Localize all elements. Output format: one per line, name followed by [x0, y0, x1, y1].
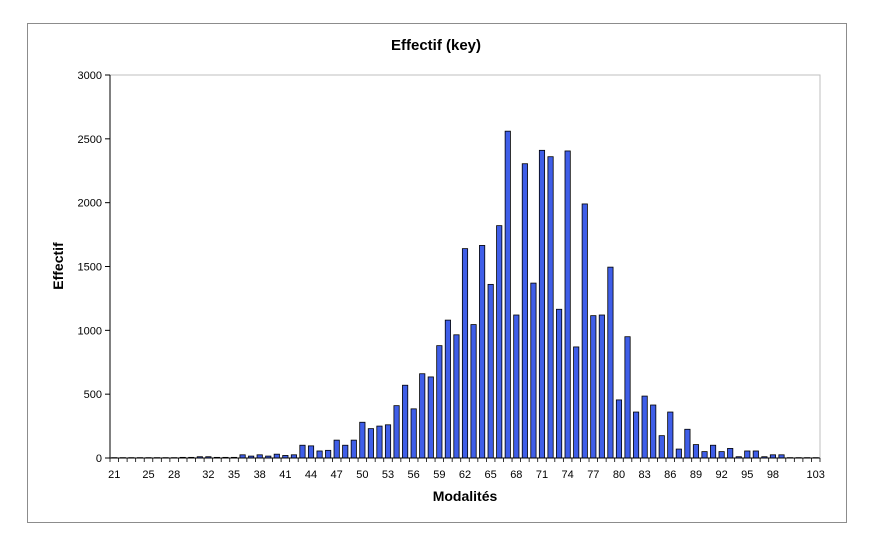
x-tick-label: 98	[767, 469, 779, 481]
y-tick-label: 500	[84, 389, 102, 401]
x-tick-label: 68	[510, 469, 522, 481]
bar	[479, 245, 486, 459]
bar	[658, 435, 665, 459]
x-tick-label: 95	[741, 469, 753, 481]
bar	[530, 282, 537, 459]
bar	[641, 395, 648, 459]
bar	[667, 411, 674, 459]
x-tick-label: 86	[664, 469, 676, 481]
y-axis: 0 500 1000 1500 2000 2500 3000	[78, 70, 111, 465]
bar	[461, 248, 469, 459]
bar	[727, 448, 734, 459]
bar	[513, 314, 520, 459]
bar	[598, 314, 605, 459]
bar	[633, 411, 640, 459]
x-tick-label: 53	[382, 469, 394, 481]
y-axis-title: Effectif	[50, 242, 66, 290]
bar	[402, 384, 409, 459]
bar	[675, 448, 682, 459]
bar	[692, 444, 700, 459]
x-axis-title: Modalités	[433, 488, 498, 504]
bar	[607, 266, 614, 459]
bar	[444, 319, 451, 459]
bar	[752, 450, 759, 459]
x-tick-label: 44	[305, 469, 317, 481]
bar	[556, 308, 563, 459]
bar	[316, 450, 323, 459]
bar	[367, 428, 374, 459]
y-tick-label: 1500	[78, 262, 102, 274]
x-tick-label: 56	[408, 469, 420, 481]
bar	[410, 408, 417, 459]
x-tick-label: 47	[331, 469, 343, 481]
x-tick-label: 32	[202, 469, 214, 481]
bar	[701, 451, 708, 459]
bars-group	[111, 130, 819, 459]
bar	[376, 425, 383, 459]
x-tick-label: 74	[562, 469, 574, 481]
x-tick-label: 25	[142, 469, 154, 481]
bar	[521, 163, 528, 459]
bar	[650, 404, 657, 459]
bar	[487, 283, 494, 459]
y-tick-label: 2000	[78, 198, 102, 210]
bar	[684, 428, 691, 459]
bar	[393, 405, 400, 459]
x-tick-label: 103	[807, 469, 825, 481]
bar	[547, 156, 554, 459]
bar	[538, 149, 546, 459]
bar	[744, 450, 751, 459]
bar	[710, 444, 717, 459]
x-tick-label: 71	[536, 469, 548, 481]
bar	[273, 453, 280, 459]
x-tick-label: 50	[356, 469, 368, 481]
x-tick-label: 89	[690, 469, 702, 481]
x-tick-label: 38	[254, 469, 266, 481]
bar	[470, 324, 477, 459]
bar	[333, 439, 340, 459]
x-tick-label: 80	[613, 469, 625, 481]
bar	[384, 424, 392, 459]
bar	[359, 421, 366, 459]
bar	[453, 334, 460, 459]
x-tick-label: 59	[433, 469, 445, 481]
bar	[419, 373, 426, 459]
bar	[504, 130, 511, 459]
x-axis: 21 25 28 32 35 38 41 44 47 50 53 56 59 62 65 68 71 74 77 80…	[108, 457, 825, 481]
x-tick-label: 41	[279, 469, 291, 481]
bar	[325, 449, 332, 459]
x-tick-label: 21	[108, 469, 120, 481]
x-tick-label: 83	[639, 469, 651, 481]
x-tick-label: 62	[459, 469, 471, 481]
chart-title: Effectif (key)	[391, 37, 481, 54]
x-tick-label: 28	[168, 469, 180, 481]
bar	[564, 150, 571, 459]
x-tick-label: 35	[228, 469, 240, 481]
bar	[624, 336, 631, 459]
bar	[307, 445, 315, 459]
y-tick-label: 3000	[78, 70, 102, 82]
bar	[350, 439, 357, 459]
bar	[573, 346, 580, 459]
bar	[342, 444, 349, 459]
bar	[590, 315, 597, 459]
y-tick-label: 2500	[78, 134, 102, 146]
bar	[299, 444, 306, 459]
x-tick-label: 77	[587, 469, 599, 481]
bar	[718, 451, 725, 459]
x-tick-label: 65	[485, 469, 497, 481]
y-tick-label: 0	[96, 453, 102, 465]
bar	[496, 225, 503, 459]
bar	[427, 376, 434, 459]
y-tick-label: 1000	[78, 325, 102, 337]
bar	[436, 345, 443, 459]
bar	[615, 399, 623, 459]
bar	[581, 203, 588, 459]
x-tick-label: 92	[716, 469, 728, 481]
